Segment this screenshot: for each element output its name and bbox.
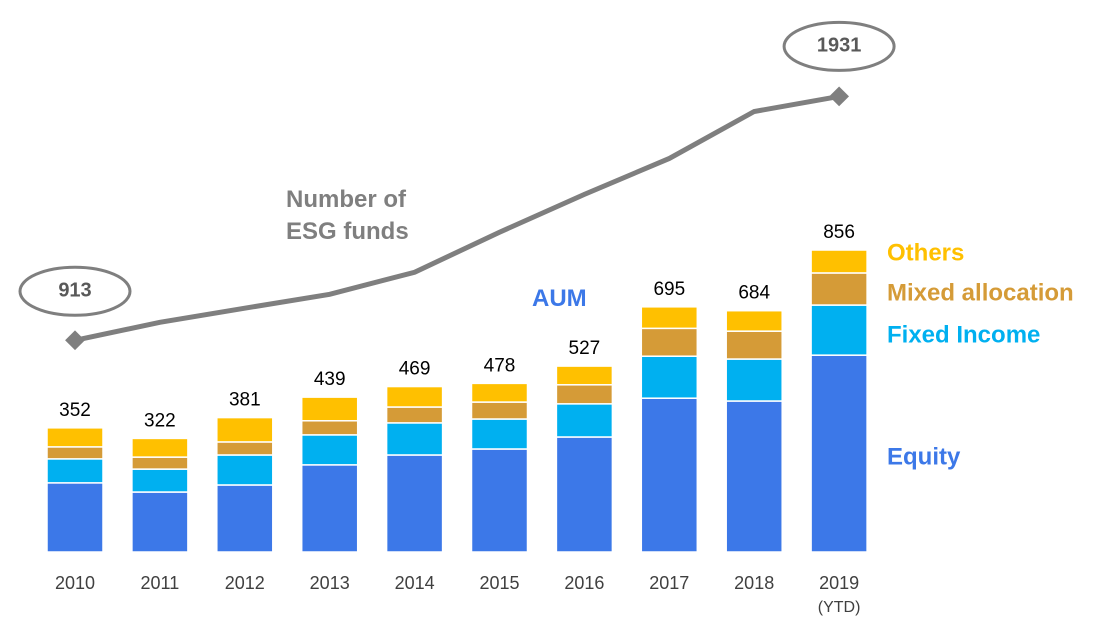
bar-label: AUM — [532, 285, 587, 312]
total-label: 527 — [569, 338, 601, 359]
bar-segment — [46, 458, 104, 484]
bar-segment — [46, 482, 104, 553]
legend-label: Equity — [887, 443, 961, 470]
bar-segment — [216, 484, 274, 553]
bar-segment — [810, 304, 868, 356]
bar-segment — [385, 454, 444, 553]
bar-segment — [300, 434, 359, 466]
total-label: 381 — [229, 390, 261, 411]
bar-segment — [300, 420, 359, 436]
bar-segment — [555, 365, 614, 386]
bar-segment — [300, 396, 359, 422]
bar-segment — [640, 397, 699, 553]
bar-segment — [810, 249, 868, 274]
total-label: 439 — [314, 369, 346, 390]
bar-segment — [725, 330, 783, 360]
legend-label: Fixed Income — [887, 321, 1040, 348]
bar-segment — [385, 406, 444, 424]
x-tick-label: 2010 — [55, 573, 95, 593]
line-marker — [829, 86, 849, 107]
bar-segment — [810, 272, 868, 306]
bar-segment — [640, 327, 699, 357]
x-tick-note: (YTD) — [818, 599, 861, 616]
bar-segment — [46, 427, 104, 448]
x-tick-label: 2014 — [395, 573, 435, 593]
label-ellipse — [18, 265, 132, 317]
legend-label: Others — [887, 239, 964, 266]
bar-segment — [725, 309, 783, 332]
bar-segment — [46, 446, 104, 460]
line-marker — [65, 330, 85, 351]
bar-segment — [725, 358, 783, 402]
x-tick-label: 2018 — [734, 573, 774, 593]
x-tick-label: 2013 — [310, 573, 350, 593]
line-value-label: 913 — [58, 280, 91, 302]
bar-segment — [216, 441, 274, 456]
x-tick-label: 2012 — [225, 573, 265, 593]
bar-segment — [131, 491, 189, 553]
x-tick-label: 2016 — [564, 573, 604, 593]
bar-segment — [300, 464, 359, 553]
line-value-label: 1931 — [817, 35, 862, 57]
bar-segment — [640, 306, 699, 330]
bar-segment — [216, 416, 274, 443]
bar-segment — [555, 436, 614, 553]
bar-segment — [470, 401, 529, 420]
bar-segment — [131, 468, 189, 493]
bar-segment — [555, 384, 614, 405]
total-label: 695 — [653, 279, 685, 300]
x-tick-label: 2015 — [479, 573, 519, 593]
total-label: 469 — [399, 359, 431, 380]
bar-segment — [640, 355, 699, 399]
label-ellipse — [782, 20, 896, 72]
legend-label: Mixed allocation — [887, 279, 1074, 306]
bar-segment — [216, 454, 274, 486]
bar-segment — [470, 382, 529, 403]
x-tick-label: 2011 — [141, 573, 180, 593]
line-label: Number of ESG funds — [286, 186, 409, 245]
bar-segment — [470, 418, 529, 450]
total-label: 684 — [738, 283, 770, 304]
total-label: 322 — [144, 410, 176, 431]
total-label: 856 — [823, 222, 855, 243]
x-tick-label: 2017 — [649, 573, 689, 593]
bar-segment — [725, 400, 783, 553]
x-tick-label: 2019 — [819, 573, 859, 593]
bar-segment — [131, 456, 189, 470]
total-label: 478 — [484, 355, 516, 376]
bar-segment — [555, 403, 614, 438]
total-label: 352 — [59, 400, 91, 421]
bar-segment — [131, 437, 189, 458]
bar-segment — [810, 354, 868, 553]
bar-segment — [385, 422, 444, 456]
line — [74, 93, 840, 343]
bar-segment — [385, 385, 444, 408]
bar-segment — [470, 448, 529, 553]
